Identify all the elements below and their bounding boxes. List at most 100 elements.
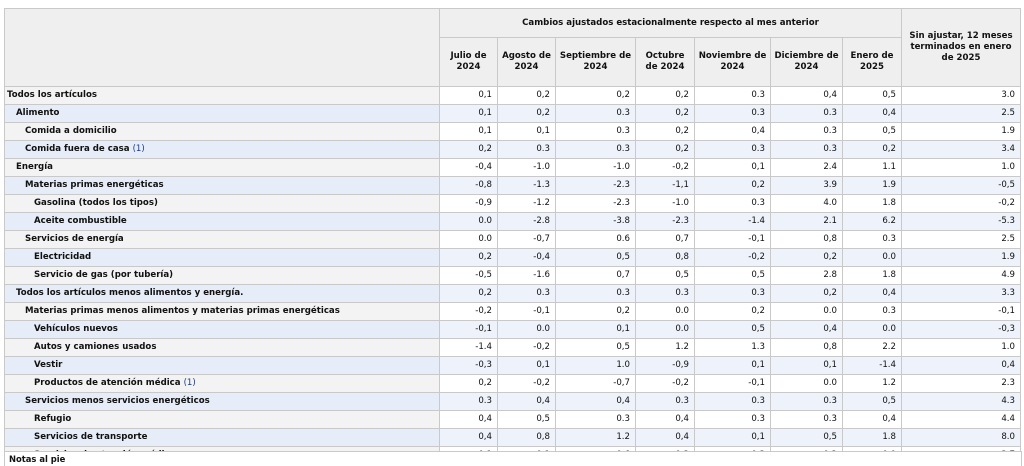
table-cell: 2.8 xyxy=(770,266,843,285)
table-cell: 0,1 xyxy=(439,86,498,105)
table-cell: 0.3 xyxy=(694,86,771,105)
table-cell: -3.8 xyxy=(555,212,636,231)
row-label-text: Alimento xyxy=(16,108,60,118)
table-cell: 0.3 xyxy=(842,302,902,321)
table-cell: 0.0 xyxy=(770,302,843,321)
table-cell: 0.3 xyxy=(635,284,695,303)
table-cell: -0,5 xyxy=(901,176,1021,195)
table-cell: 1.9 xyxy=(901,122,1021,141)
table-cell: 0,4 xyxy=(635,428,695,447)
table-cell: -0,9 xyxy=(439,194,498,213)
table-cell: 0,4 xyxy=(901,356,1021,375)
row-label-text: Servicio de gas (por tubería) xyxy=(34,270,174,280)
row-label-text: Vehículos nuevos xyxy=(34,324,118,334)
table-cell: 0,1 xyxy=(439,104,498,123)
row-label: Servicios de transporte xyxy=(4,428,440,447)
table-cell: 4.9 xyxy=(901,266,1021,285)
row-label-text: Comida a domicilio xyxy=(25,126,117,136)
table-cell: -2.8 xyxy=(497,212,556,231)
table-row: Servicios menos servicios energéticos 0.3… xyxy=(4,392,1021,411)
table-cell: 0.3 xyxy=(497,140,556,159)
table-cell: -1.4 xyxy=(842,356,902,375)
table-cell: 0.3 xyxy=(770,392,843,411)
row-label: Productos de atención médica (1) xyxy=(4,374,440,393)
table-cell: 0.0 xyxy=(635,302,695,321)
footnote-ref-link[interactable]: (1) xyxy=(183,378,196,388)
table-cell: 0,5 xyxy=(842,122,902,141)
footnote-ref-link[interactable]: (1) xyxy=(132,144,145,154)
table-cell: 0,1 xyxy=(770,356,843,375)
row-label-text: Todos los artículos menos alimentos y en… xyxy=(16,288,244,298)
table-cell: 4.4 xyxy=(901,410,1021,429)
row-label-text: Electricidad xyxy=(34,252,92,262)
table-cell: 0,5 xyxy=(635,266,695,285)
table-cell: 0,1 xyxy=(694,356,771,375)
header-col-jul: Julio de 2024 xyxy=(439,37,498,87)
row-label: Alimento xyxy=(4,104,440,123)
row-label-text: Gasolina (todos los tipos) xyxy=(34,198,158,208)
table-cell: -0,3 xyxy=(901,320,1021,339)
table-cell: 0,5 xyxy=(694,266,771,285)
table-row: Materias primas menos alimentos y materi… xyxy=(4,302,1021,321)
row-label-text: Comida fuera de casa xyxy=(25,144,130,154)
table-row: Aceite combustible 0.0 -2.8 -3.8 -2.3 -1.4 2.1… xyxy=(4,212,1021,231)
row-label: Autos y camiones usados xyxy=(4,338,440,357)
table-cell: -1.3 xyxy=(497,176,556,195)
table-cell: 0.3 xyxy=(555,104,636,123)
table-cell: 1.2 xyxy=(635,338,695,357)
table-cell: 0,7 xyxy=(555,266,636,285)
table-cell: 0.3 xyxy=(694,140,771,159)
table-row: Todos los artículos 0,1 0,2 0,2 0,2 0.3 0,4 0,5… xyxy=(4,86,1021,105)
row-label: Servicios de energía xyxy=(4,230,440,249)
table-cell: 0.3 xyxy=(439,392,498,411)
table-cell: 1.8 xyxy=(842,266,902,285)
table-cell: 0,4 xyxy=(842,284,902,303)
row-label: Gasolina (todos los tipos) xyxy=(4,194,440,213)
table-cell: 0,4 xyxy=(694,122,771,141)
table-cell: 0,1 xyxy=(497,122,556,141)
footnotes-label: Notas al pie xyxy=(9,454,66,464)
table-cell: 0.0 xyxy=(770,374,843,393)
table-cell: 0.3 xyxy=(694,194,771,213)
table-cell: 0.3 xyxy=(555,122,636,141)
table-cell: 0.3 xyxy=(555,410,636,429)
table-cell: 0.0 xyxy=(439,212,498,231)
header-col-nov: Noviembre de 2024 xyxy=(694,37,771,87)
table-cell: 0.3 xyxy=(842,230,902,249)
table-cell: 0.0 xyxy=(497,320,556,339)
table-cell: -0,2 xyxy=(694,248,771,267)
table-cell: 0,5 xyxy=(694,320,771,339)
table-cell: -0,2 xyxy=(901,194,1021,213)
row-label: Energía xyxy=(4,158,440,177)
table-cell: 3.0 xyxy=(901,86,1021,105)
table-cell: 1.2 xyxy=(842,374,902,393)
table-row: Productos de atención médica (1) 0,2 -0,2-… xyxy=(4,374,1021,393)
footnotes-section: Notas al pie xyxy=(4,451,1022,466)
header-col-sep: Septiembre de 2024 xyxy=(555,37,636,87)
row-label-text: Materias primas energéticas xyxy=(25,180,164,190)
table-cell: 4.3 xyxy=(901,392,1021,411)
table-cell: 0,1 xyxy=(439,122,498,141)
table-cell: 4.0 xyxy=(770,194,843,213)
table-cell: 1.8 xyxy=(842,428,902,447)
table-cell: 0.0 xyxy=(635,320,695,339)
table-cell: 0.3 xyxy=(770,104,843,123)
table-cell: 0,4 xyxy=(770,86,843,105)
table-cell: -0,7 xyxy=(555,374,636,393)
table-row: Comida fuera de casa (1) 0,2 0.3 0.3 0,2 0.3 0… xyxy=(4,140,1021,159)
table-row: Servicios de transporte 0,4 0,8 1.2 0,4 0,1 0,… xyxy=(4,428,1021,447)
table-cell: 1.0 xyxy=(901,158,1021,177)
table-row: Materias primas energéticas -0,8 -1.3 -2.3-… xyxy=(4,176,1021,195)
table-row: Servicios de energía 0.0 -0,7 0.6 0,7 -0,1 0,8… xyxy=(4,230,1021,249)
table-cell: 2.2 xyxy=(842,338,902,357)
table-row: Gasolina (todos los tipos) -0,9 -1.2 -2.3 -1… xyxy=(4,194,1021,213)
table-cell: -0,2 xyxy=(439,302,498,321)
table-cell: -0,5 xyxy=(439,266,498,285)
table-cell: 0.3 xyxy=(770,410,843,429)
table-cell: 0.3 xyxy=(635,392,695,411)
row-label-text: Energía xyxy=(16,162,53,172)
table-cell: 0,2 xyxy=(497,86,556,105)
table-cell: 8.0 xyxy=(901,428,1021,447)
table-cell: 0,2 xyxy=(770,248,843,267)
table-cell: 1.9 xyxy=(901,248,1021,267)
